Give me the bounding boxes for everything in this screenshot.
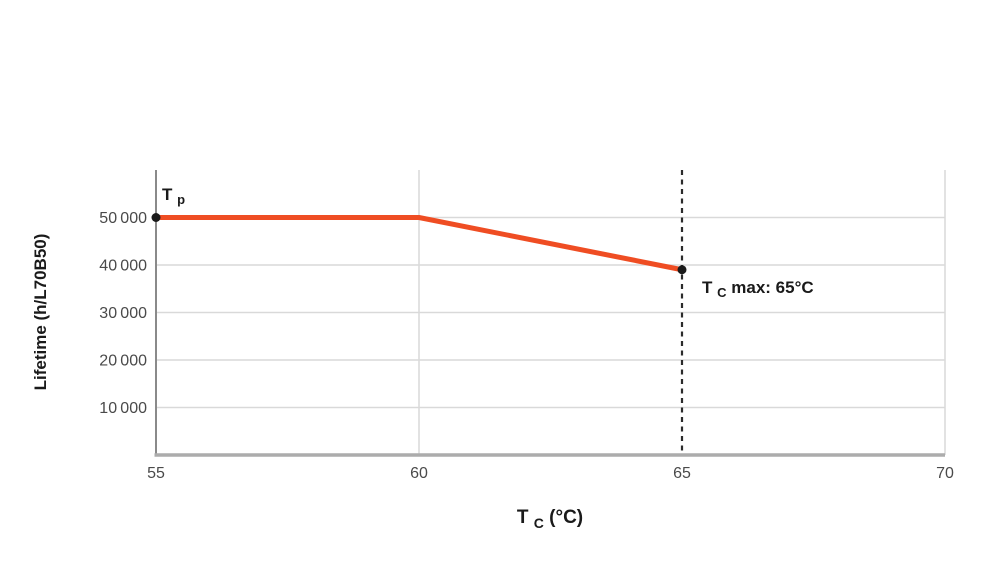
tp-point-label: T p bbox=[162, 185, 185, 207]
y-tick-label: 10 000 bbox=[99, 400, 147, 417]
marker-layer bbox=[151, 213, 687, 275]
x-tick-label: 60 bbox=[410, 465, 428, 482]
lifetime-line bbox=[156, 215, 683, 273]
data-point-marker bbox=[677, 265, 687, 275]
gridlines bbox=[156, 170, 946, 455]
x-axis-title: T C (°C) bbox=[517, 507, 583, 533]
y-tick-label: 40 000 bbox=[99, 258, 147, 275]
y-tick-label: 50 000 bbox=[99, 210, 147, 227]
y-axis-title: Lifetime (h/L70B50) bbox=[31, 234, 50, 391]
y-tick-label: 20 000 bbox=[99, 353, 147, 370]
tick-label-layer: 55 60 65 70 10 000 20 000 30 000 40 000 50 000 bbox=[99, 210, 954, 482]
x-tick-label: 55 bbox=[147, 465, 165, 482]
x-tick-label: 65 bbox=[673, 465, 691, 482]
x-tick-label: 70 bbox=[936, 465, 954, 482]
data-point-marker bbox=[151, 213, 161, 222]
series-layer bbox=[156, 215, 683, 273]
y-tick-label: 30 000 bbox=[99, 305, 147, 322]
tc-max-annotation: T C max: 65°C bbox=[702, 278, 814, 301]
